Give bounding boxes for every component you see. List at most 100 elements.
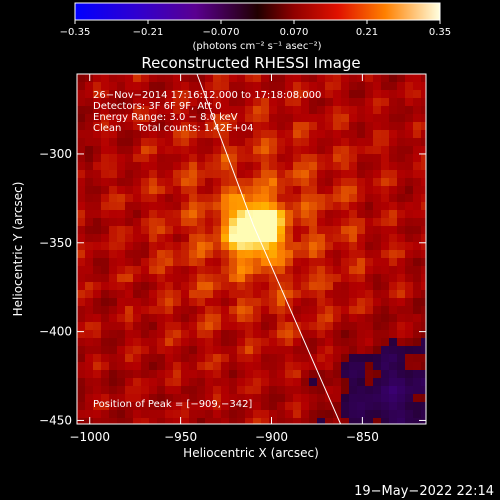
heatmap-cell bbox=[173, 306, 182, 315]
heatmap-cell bbox=[253, 82, 262, 91]
heatmap-cell bbox=[373, 274, 382, 283]
heatmap-cell bbox=[109, 250, 118, 259]
heatmap-cell bbox=[229, 170, 238, 179]
heatmap-cell bbox=[181, 90, 190, 99]
heatmap-cell bbox=[261, 402, 270, 411]
heatmap-cell bbox=[85, 346, 94, 355]
heatmap-cell bbox=[77, 146, 86, 155]
heatmap-cell bbox=[229, 234, 238, 243]
heatmap-cell bbox=[357, 418, 366, 424]
annotation-energy-range: Energy Range: 3.0 − 8.0 keV bbox=[93, 112, 238, 123]
heatmap-cell bbox=[397, 98, 406, 107]
heatmap-cell bbox=[397, 306, 406, 315]
heatmap-cell bbox=[413, 130, 422, 139]
heatmap-cell bbox=[181, 386, 190, 395]
heatmap-cell bbox=[301, 82, 310, 91]
heatmap-cell bbox=[213, 402, 222, 411]
heatmap-cell bbox=[253, 354, 262, 363]
heatmap-cell bbox=[205, 218, 214, 227]
heatmap-cell bbox=[357, 322, 366, 331]
heatmap-cell bbox=[293, 266, 302, 275]
heatmap-cell bbox=[229, 282, 238, 291]
heatmap-cell bbox=[293, 242, 302, 251]
heatmap-cell bbox=[285, 218, 294, 227]
heatmap-cell bbox=[165, 74, 174, 83]
heatmap-cell bbox=[421, 242, 426, 251]
heatmap-cell bbox=[197, 162, 206, 171]
heatmap-cell bbox=[229, 74, 238, 83]
heatmap-cell bbox=[85, 362, 94, 371]
heatmap-cell bbox=[301, 250, 310, 259]
heatmap-cell bbox=[77, 194, 86, 203]
heatmap-cell bbox=[357, 234, 366, 243]
heatmap-cell bbox=[157, 282, 166, 291]
heatmap-cell bbox=[173, 290, 182, 299]
heatmap-cell bbox=[125, 202, 134, 211]
heatmap-cell bbox=[149, 130, 158, 139]
heatmap-cell bbox=[213, 346, 222, 355]
heatmap-cell bbox=[389, 250, 398, 259]
heatmap-cell bbox=[341, 186, 350, 195]
heatmap-cell bbox=[221, 154, 230, 163]
heatmap-cell bbox=[389, 330, 398, 339]
heatmap-cell bbox=[397, 298, 406, 307]
heatmap-cell bbox=[365, 298, 374, 307]
heatmap-cell bbox=[261, 90, 270, 99]
heatmap-cell bbox=[117, 362, 126, 371]
heatmap-cell bbox=[213, 394, 222, 403]
heatmap-cell bbox=[381, 178, 390, 187]
heatmap-cell bbox=[381, 418, 390, 424]
heatmap-cell bbox=[157, 186, 166, 195]
heatmap-cell bbox=[101, 170, 110, 179]
heatmap-cell bbox=[149, 90, 158, 99]
heatmap-cell bbox=[197, 346, 206, 355]
heatmap-cell bbox=[357, 298, 366, 307]
heatmap-cell bbox=[157, 250, 166, 259]
heatmap-cell bbox=[381, 370, 390, 379]
heatmap-cell bbox=[197, 402, 206, 411]
heatmap-cell bbox=[405, 250, 414, 259]
heatmap-cell bbox=[213, 146, 222, 155]
heatmap-cell bbox=[381, 226, 390, 235]
heatmap-cell bbox=[165, 362, 174, 371]
heatmap-cell bbox=[349, 234, 358, 243]
heatmap-cell bbox=[197, 130, 206, 139]
heatmap-cell bbox=[157, 90, 166, 99]
heatmap-cell bbox=[181, 330, 190, 339]
heatmap-cell bbox=[317, 138, 326, 147]
heatmap-cell bbox=[93, 242, 102, 251]
heatmap-cell bbox=[149, 258, 158, 267]
heatmap-cell bbox=[365, 266, 374, 275]
heatmap-cell bbox=[213, 98, 222, 107]
heatmap-cell bbox=[277, 370, 286, 379]
heatmap-cell bbox=[397, 386, 406, 395]
heatmap-cell bbox=[213, 170, 222, 179]
heatmap-cell bbox=[421, 114, 426, 123]
heatmap-cell bbox=[197, 290, 206, 299]
heatmap-cell bbox=[125, 178, 134, 187]
heatmap-cell bbox=[421, 194, 426, 203]
heatmap-cell bbox=[253, 370, 262, 379]
heatmap-cell bbox=[189, 394, 198, 403]
heatmap-cell bbox=[357, 282, 366, 291]
heatmap-cell bbox=[109, 362, 118, 371]
heatmap-cell bbox=[189, 90, 198, 99]
heatmap-cell bbox=[349, 130, 358, 139]
heatmap-cell bbox=[309, 258, 318, 267]
heatmap-cell bbox=[269, 82, 278, 91]
heatmap-cell bbox=[333, 138, 342, 147]
heatmap-cell bbox=[165, 298, 174, 307]
heatmap-cell bbox=[141, 90, 150, 99]
heatmap-cell bbox=[77, 362, 86, 371]
heatmap-cell bbox=[213, 418, 222, 424]
heatmap-cell bbox=[197, 266, 206, 275]
heatmap-cell bbox=[125, 314, 134, 323]
heatmap-cell bbox=[365, 122, 374, 131]
heatmap-cell bbox=[165, 314, 174, 323]
y-tick-label: −450 bbox=[39, 413, 72, 427]
heatmap-cell bbox=[181, 282, 190, 291]
heatmap-cell bbox=[397, 314, 406, 323]
heatmap-cell bbox=[109, 370, 118, 379]
y-tick-label: −350 bbox=[39, 236, 72, 250]
heatmap-cell bbox=[125, 282, 134, 291]
